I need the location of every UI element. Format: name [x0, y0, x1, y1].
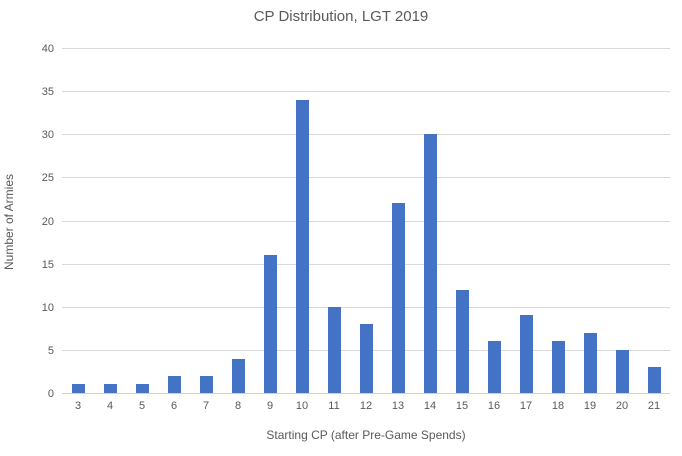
y-tick-label-20: 20	[41, 215, 54, 228]
chart-title: CP Distribution, LGT 2019	[253, 8, 429, 25]
x-axis-title: Starting CP (after Pre-Game Spends)	[266, 428, 466, 442]
x-tick-label-10: 10	[295, 400, 309, 412]
gridline-y-30	[62, 134, 670, 136]
bar-cp-16	[487, 341, 501, 393]
x-tick-label-11: 11	[328, 400, 340, 412]
bar-cp-8	[231, 358, 245, 393]
x-tick-label-7: 7	[202, 400, 210, 412]
y-axis-title: Number of Armies	[2, 173, 16, 271]
bar-cp-13	[391, 203, 405, 393]
bar-cp-3	[71, 384, 85, 393]
bar-cp-21	[647, 367, 661, 393]
bar-cp-4	[103, 384, 117, 393]
bar-cp-5	[135, 384, 149, 393]
bar-cp-19	[583, 332, 597, 393]
x-tick-label-3: 3	[74, 400, 82, 412]
gridline-y-35	[62, 91, 670, 93]
y-tick-label-10: 10	[41, 301, 54, 314]
x-tick-label-17: 17	[519, 400, 533, 412]
x-tick-label-18: 18	[551, 400, 565, 412]
x-tick-label-9: 9	[266, 400, 274, 412]
gridline-y-25	[62, 177, 670, 179]
x-tick-label-14: 14	[423, 400, 437, 412]
bar-cp-6	[167, 375, 181, 393]
bar-cp-14	[423, 134, 437, 393]
x-tick-label-15: 15	[455, 400, 469, 412]
x-tick-label-6: 6	[170, 400, 178, 412]
y-tick-label-25: 25	[41, 172, 54, 185]
x-tick-label-5: 5	[138, 400, 146, 412]
x-tick-label-21: 21	[647, 400, 661, 412]
bar-cp-17	[519, 315, 533, 393]
x-tick-label-8: 8	[234, 400, 242, 412]
y-tick-label-5: 5	[47, 344, 54, 357]
x-tick-label-13: 13	[391, 400, 405, 412]
gridline-y-15	[62, 263, 670, 265]
x-tick-label-19: 19	[583, 400, 597, 412]
y-tick-label-15: 15	[41, 258, 54, 271]
bar-cp-10	[295, 99, 309, 393]
x-tick-label-12: 12	[359, 400, 373, 412]
gridline-y-10	[62, 306, 670, 308]
bar-cp-9	[263, 255, 277, 393]
bar-cp-15	[455, 289, 469, 393]
bar-cp-20	[615, 349, 629, 393]
y-tick-label-30: 30	[41, 129, 54, 142]
gridline-y-20	[62, 220, 670, 222]
y-tick-label-40: 40	[41, 43, 54, 55]
x-axis-line	[62, 393, 670, 394]
y-tick-label-0: 0	[47, 388, 54, 400]
x-tick-label-20: 20	[615, 400, 629, 412]
bar-cp-12	[359, 324, 373, 393]
x-tick-label-4: 4	[106, 400, 114, 412]
y-tick-label-35: 35	[41, 86, 54, 99]
plot-area	[62, 48, 670, 394]
x-tick-label-16: 16	[487, 400, 501, 412]
bar-cp-7	[199, 375, 213, 393]
bar-cp-18	[551, 341, 565, 393]
gridline-y-40	[62, 48, 670, 49]
bar-cp-11	[327, 306, 341, 393]
